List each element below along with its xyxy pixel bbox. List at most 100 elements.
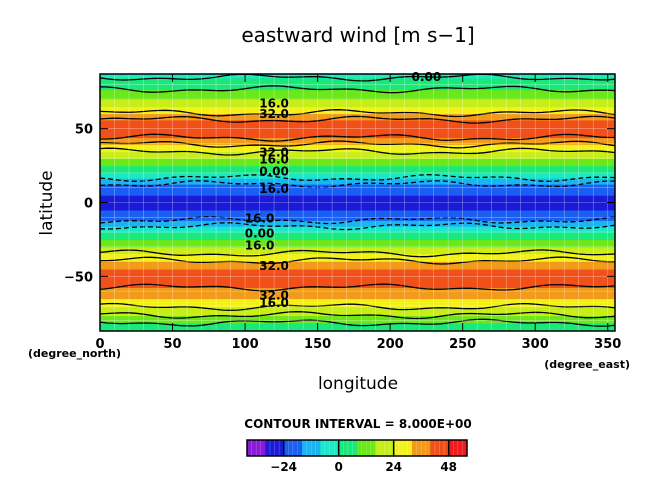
contour-labels: 0.0016.032.032.016.00.0016.016.00.0016.0… — [245, 70, 441, 310]
colorbar-swatch — [357, 440, 376, 456]
x-tick-label: 150 — [304, 337, 331, 352]
contour-band — [100, 214, 615, 216]
contour-band — [100, 267, 615, 269]
contour-band — [100, 272, 615, 274]
contour-band — [100, 319, 615, 322]
contour-band — [100, 225, 615, 227]
contour-band — [100, 187, 615, 190]
contour-band — [100, 140, 615, 142]
contour-band — [100, 271, 615, 274]
contour-band — [100, 122, 615, 124]
contour-band — [100, 257, 615, 259]
contour-band — [100, 127, 615, 129]
contour-band — [100, 124, 615, 127]
contour-band — [100, 243, 615, 245]
contour-band — [100, 122, 615, 125]
contour-line — [100, 311, 615, 320]
contour-band — [100, 105, 615, 108]
contour-band — [100, 207, 615, 210]
contour-band — [100, 280, 615, 283]
contour-band — [100, 172, 615, 175]
contour-band — [100, 238, 615, 241]
y-axis-ticks: −50 0 50 — [64, 123, 615, 285]
colorbar-frame — [246, 439, 468, 457]
contour-band — [100, 192, 615, 194]
contour-band — [100, 168, 615, 170]
contour-band — [100, 313, 615, 315]
contour-band — [100, 77, 615, 80]
contour-line — [100, 133, 615, 142]
contour-band — [100, 97, 615, 99]
contour-band — [100, 189, 615, 192]
contour-band — [100, 279, 615, 281]
contour-band — [100, 250, 615, 252]
contour-band — [100, 165, 615, 167]
contour-band — [100, 166, 615, 168]
contour-band — [100, 281, 615, 283]
x-axis-unit: (degree_east) — [544, 358, 630, 371]
contour-band — [100, 249, 615, 252]
contour-band — [100, 100, 615, 102]
colorbar-tick-label: 48 — [440, 460, 457, 474]
contour-band — [100, 176, 615, 178]
contour-band — [100, 262, 615, 264]
contour-band — [100, 243, 615, 246]
contour-band — [100, 305, 615, 307]
contour-band — [100, 218, 615, 221]
contour-band — [100, 323, 615, 325]
contour-band — [100, 185, 615, 187]
contour-band — [100, 282, 615, 285]
contour-band — [100, 223, 615, 226]
contour-band — [100, 188, 615, 190]
contour-band — [100, 249, 615, 251]
contour-band — [100, 327, 615, 329]
contour-band — [100, 180, 615, 182]
contour-band — [100, 204, 615, 207]
contour-band — [100, 329, 615, 331]
contour-band — [100, 114, 615, 116]
contour-band — [100, 98, 615, 100]
contour-band — [100, 321, 615, 323]
contour-band — [100, 95, 615, 97]
contour-band — [100, 194, 615, 196]
contour-band — [100, 102, 615, 104]
contour-band — [100, 153, 615, 155]
x-tick-label: 250 — [449, 337, 476, 352]
contour-band — [100, 85, 615, 88]
contour-band — [100, 167, 615, 170]
contour-band — [100, 215, 615, 217]
contour-band — [100, 308, 615, 310]
colorbar-swatch — [338, 440, 358, 456]
x-axis-ticks: 0 50 100 150 200 250 300 350 — [95, 74, 621, 352]
contour-line — [100, 109, 615, 118]
contour-band — [100, 206, 615, 208]
contour-band — [100, 171, 615, 173]
contour-band — [100, 104, 615, 106]
contour-band — [100, 90, 615, 92]
contour-band — [100, 144, 615, 147]
contour-line — [100, 74, 615, 82]
contour-band — [100, 160, 615, 162]
contour-band — [100, 195, 615, 197]
contour-band — [100, 208, 615, 210]
contour-band — [100, 302, 615, 304]
contour-band — [100, 234, 615, 236]
contour-band — [100, 274, 615, 276]
contour-band — [100, 170, 615, 172]
colorbar-swatch — [265, 440, 285, 456]
contour-band — [100, 102, 615, 105]
contour-band — [100, 92, 615, 94]
contour-label: 0.00 — [412, 70, 442, 84]
contour-band — [100, 215, 615, 218]
contour-lines — [100, 74, 615, 327]
contour-band — [100, 277, 615, 279]
contour-band — [100, 154, 615, 156]
contour-band — [100, 174, 615, 176]
contour-band — [100, 309, 615, 311]
contour-band — [100, 291, 615, 294]
contour-band — [100, 123, 615, 125]
contour-band — [100, 318, 615, 320]
contour-band — [100, 90, 615, 93]
contour-line — [100, 115, 615, 124]
contour-band — [100, 242, 615, 244]
